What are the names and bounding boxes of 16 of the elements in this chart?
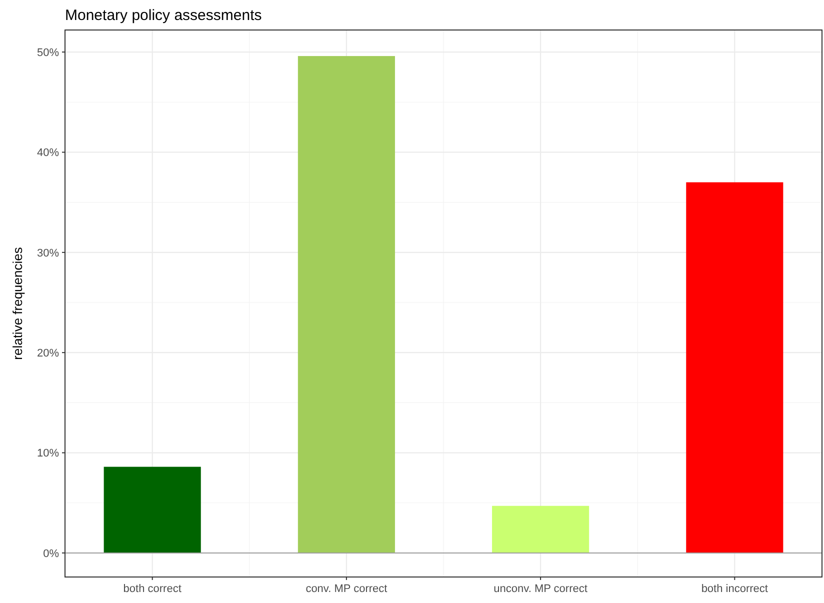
y-tick-label: 40% bbox=[36, 147, 60, 160]
y-tick-label: 50% bbox=[36, 46, 60, 59]
x-tick-label: unconv. MP correct bbox=[494, 583, 588, 595]
chart-title: Monetary policy assessments bbox=[65, 7, 262, 24]
bar bbox=[298, 56, 395, 553]
y-tick-label: 0% bbox=[43, 548, 60, 560]
x-tick-label: conv. MP correct bbox=[306, 583, 388, 595]
x-tick-label: both incorrect bbox=[701, 583, 768, 595]
x-tick-label: both correct bbox=[123, 583, 182, 595]
y-axis-title: relative frequencies bbox=[10, 246, 25, 360]
bar bbox=[104, 466, 201, 553]
y-tick-label: 10% bbox=[36, 448, 60, 460]
y-tick-label: 30% bbox=[36, 247, 60, 260]
bar bbox=[686, 182, 784, 553]
bar bbox=[492, 506, 590, 553]
y-tick-label: 20% bbox=[36, 347, 60, 360]
